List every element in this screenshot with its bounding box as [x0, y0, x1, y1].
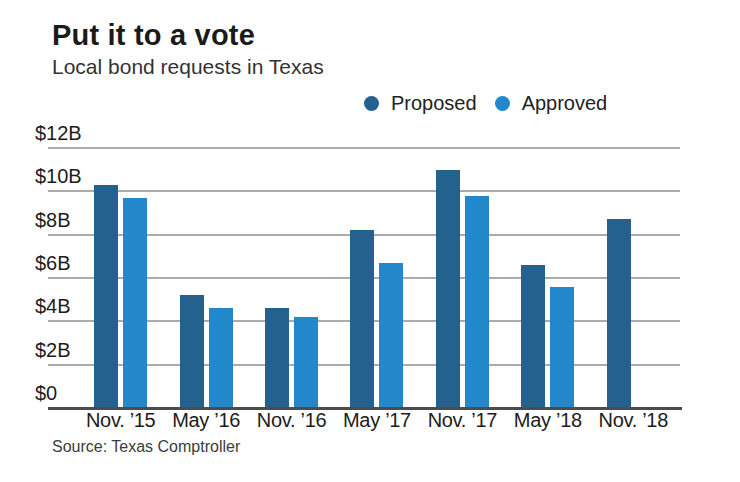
- x-tick-label: May ’17: [334, 409, 419, 432]
- y-tick-label: $4B: [35, 295, 71, 318]
- bar-approved-4: [379, 263, 403, 408]
- x-tick-label: May ’16: [163, 409, 248, 432]
- legend-dot-icon: [495, 96, 510, 111]
- chart-figure: Put it to a vote Local bond requests in …: [0, 0, 740, 482]
- x-tick-label: Nov. ’17: [420, 409, 505, 432]
- y-tick-label: $8B: [35, 209, 71, 232]
- bars-container: [78, 148, 676, 408]
- bar-group-7: [591, 148, 676, 408]
- legend-item-approved: Approved: [495, 92, 608, 115]
- bar-group-6: [505, 148, 590, 408]
- legend: Proposed Approved: [364, 92, 607, 114]
- x-tick-label: Nov. ’16: [249, 409, 334, 432]
- plot-area: [48, 148, 680, 408]
- bar-approved-1: [123, 198, 147, 408]
- y-tick-label: $2B: [35, 339, 71, 362]
- legend-label: Proposed: [391, 92, 477, 115]
- chart-title: Put it to a vote: [52, 19, 255, 52]
- legend-label: Approved: [522, 92, 608, 115]
- x-tick-label: Nov. ’18: [591, 409, 676, 432]
- x-tick-label: May ’18: [505, 409, 590, 432]
- bar-proposed-1: [94, 185, 118, 408]
- y-tick-label: $10B: [35, 165, 82, 188]
- bar-approved-3: [294, 317, 318, 408]
- y-tick-label: $12B: [35, 122, 82, 145]
- bar-proposed-2: [180, 295, 204, 408]
- bar-group-1: [78, 148, 163, 408]
- x-axis-labels: Nov. ’15May ’16Nov. ’16May ’17Nov. ’17Ma…: [78, 409, 676, 432]
- bar-proposed-4: [350, 230, 374, 408]
- y-tick-label: $0: [35, 382, 57, 405]
- bar-group-3: [249, 148, 334, 408]
- x-tick-label: Nov. ’15: [78, 409, 163, 432]
- bar-proposed-5: [436, 170, 460, 408]
- legend-dot-icon: [364, 96, 379, 111]
- bar-proposed-3: [265, 308, 289, 408]
- source-note: Source: Texas Comptroller: [52, 438, 240, 456]
- chart-subtitle: Local bond requests in Texas: [52, 55, 324, 79]
- bar-approved-6: [550, 287, 574, 408]
- legend-item-proposed: Proposed: [364, 92, 477, 115]
- y-tick-label: $6B: [35, 252, 71, 275]
- bar-group-5: [420, 148, 505, 408]
- bar-proposed-7: [607, 219, 631, 408]
- bar-proposed-6: [521, 265, 545, 408]
- bar-approved-2: [209, 308, 233, 408]
- bar-approved-5: [465, 196, 489, 408]
- bar-group-4: [334, 148, 419, 408]
- bar-group-2: [163, 148, 248, 408]
